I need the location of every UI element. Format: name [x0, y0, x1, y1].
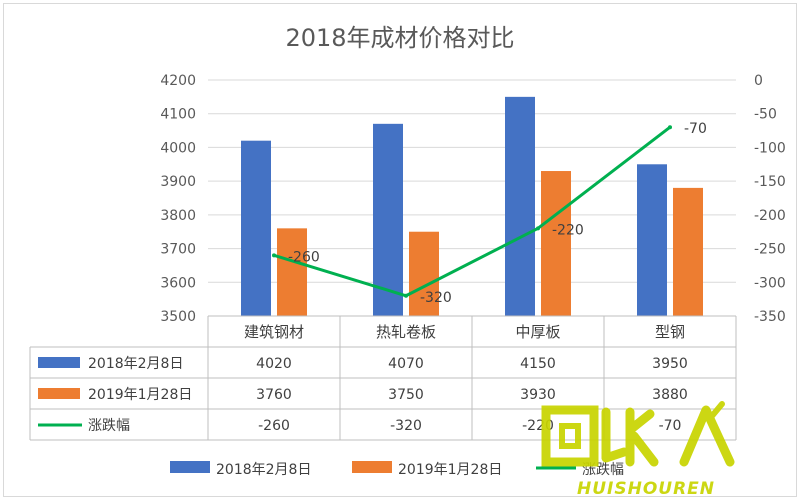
y-left-tick-label: 3500: [160, 309, 196, 325]
line-point: [668, 125, 672, 130]
table-cell: 3760: [256, 387, 292, 403]
watermark-mark: [541, 405, 599, 467]
y-left-tick-label: 4000: [160, 140, 196, 156]
legend-label: 2019年1月28日: [398, 462, 502, 478]
table-category-label: 型钢: [655, 323, 685, 341]
table-category-label: 中厚板: [515, 323, 560, 341]
watermark-mark: [559, 423, 581, 449]
table-series-label: 涨跌幅: [88, 418, 130, 434]
line-point: [404, 293, 408, 298]
legend-key: [352, 461, 392, 473]
bar-series-2: [409, 231, 439, 316]
bar-series-2: [277, 228, 307, 316]
y-left-tick-label: 3600: [160, 275, 196, 291]
table-series-label: 2019年1月28日: [88, 387, 192, 403]
line-point: [272, 253, 276, 258]
y-right-tick-label: -150: [754, 174, 786, 190]
table-cell: -260: [258, 418, 290, 434]
y-right-tick-label: -350: [754, 309, 786, 325]
watermark-mark: [679, 405, 735, 467]
y-right-tick-label: -250: [754, 242, 786, 258]
y-right-tick-label: 0: [754, 73, 763, 89]
table-cell: -70: [659, 418, 682, 434]
table-category-label: 建筑钢材: [244, 323, 304, 341]
table-cell: 3950: [652, 356, 688, 372]
data-label: -220: [552, 222, 584, 238]
chart-frame: [3, 3, 797, 497]
watermark-logo: HUISHOUREN: [541, 401, 735, 499]
legend-key: [170, 461, 210, 473]
table-cell: 4150: [520, 356, 556, 372]
table-cell: 3880: [652, 387, 688, 403]
y-left-tick-label: 4200: [160, 73, 196, 89]
bar-series-1: [241, 140, 271, 316]
bar-series-1: [637, 164, 667, 316]
bar-series-1: [373, 123, 403, 316]
bar-series-1: [505, 96, 535, 316]
table-cell: 3750: [388, 387, 424, 403]
table-category-label: 热轧卷板: [376, 323, 436, 341]
y-left-tick-label: 4100: [160, 107, 196, 123]
y-right-tick-label: -100: [754, 140, 786, 156]
chart-title: 2018年成材价格对比: [285, 24, 514, 52]
y-left-tick-label: 3700: [160, 242, 196, 258]
table-cell: 4020: [256, 356, 292, 372]
legend-label: 2018年2月8日: [216, 462, 311, 478]
y-right-tick-label: -200: [754, 208, 786, 224]
table-cell: -320: [390, 418, 422, 434]
line-point: [536, 226, 540, 231]
y-left-tick-label: 3800: [160, 208, 196, 224]
data-label: -70: [684, 121, 707, 137]
table-legend-key: [38, 357, 80, 368]
data-label: -320: [420, 290, 452, 306]
table-series-label: 2018年2月8日: [88, 356, 183, 372]
y-right-tick-label: -300: [754, 275, 786, 291]
watermark-mark: [601, 407, 659, 467]
table-legend-key: [38, 388, 80, 399]
line-series-change: [273, 126, 671, 298]
table-cell: 3930: [520, 387, 556, 403]
data-label: -260: [288, 249, 320, 265]
bar-series-2: [673, 187, 703, 316]
bar-series-2: [541, 171, 571, 316]
watermark-text: HUISHOUREN: [577, 479, 715, 499]
y-left-tick-label: 3900: [160, 174, 196, 190]
watermark-mark: [709, 401, 725, 419]
table-cell: 4070: [388, 356, 424, 372]
y-right-tick-label: -50: [754, 107, 777, 123]
